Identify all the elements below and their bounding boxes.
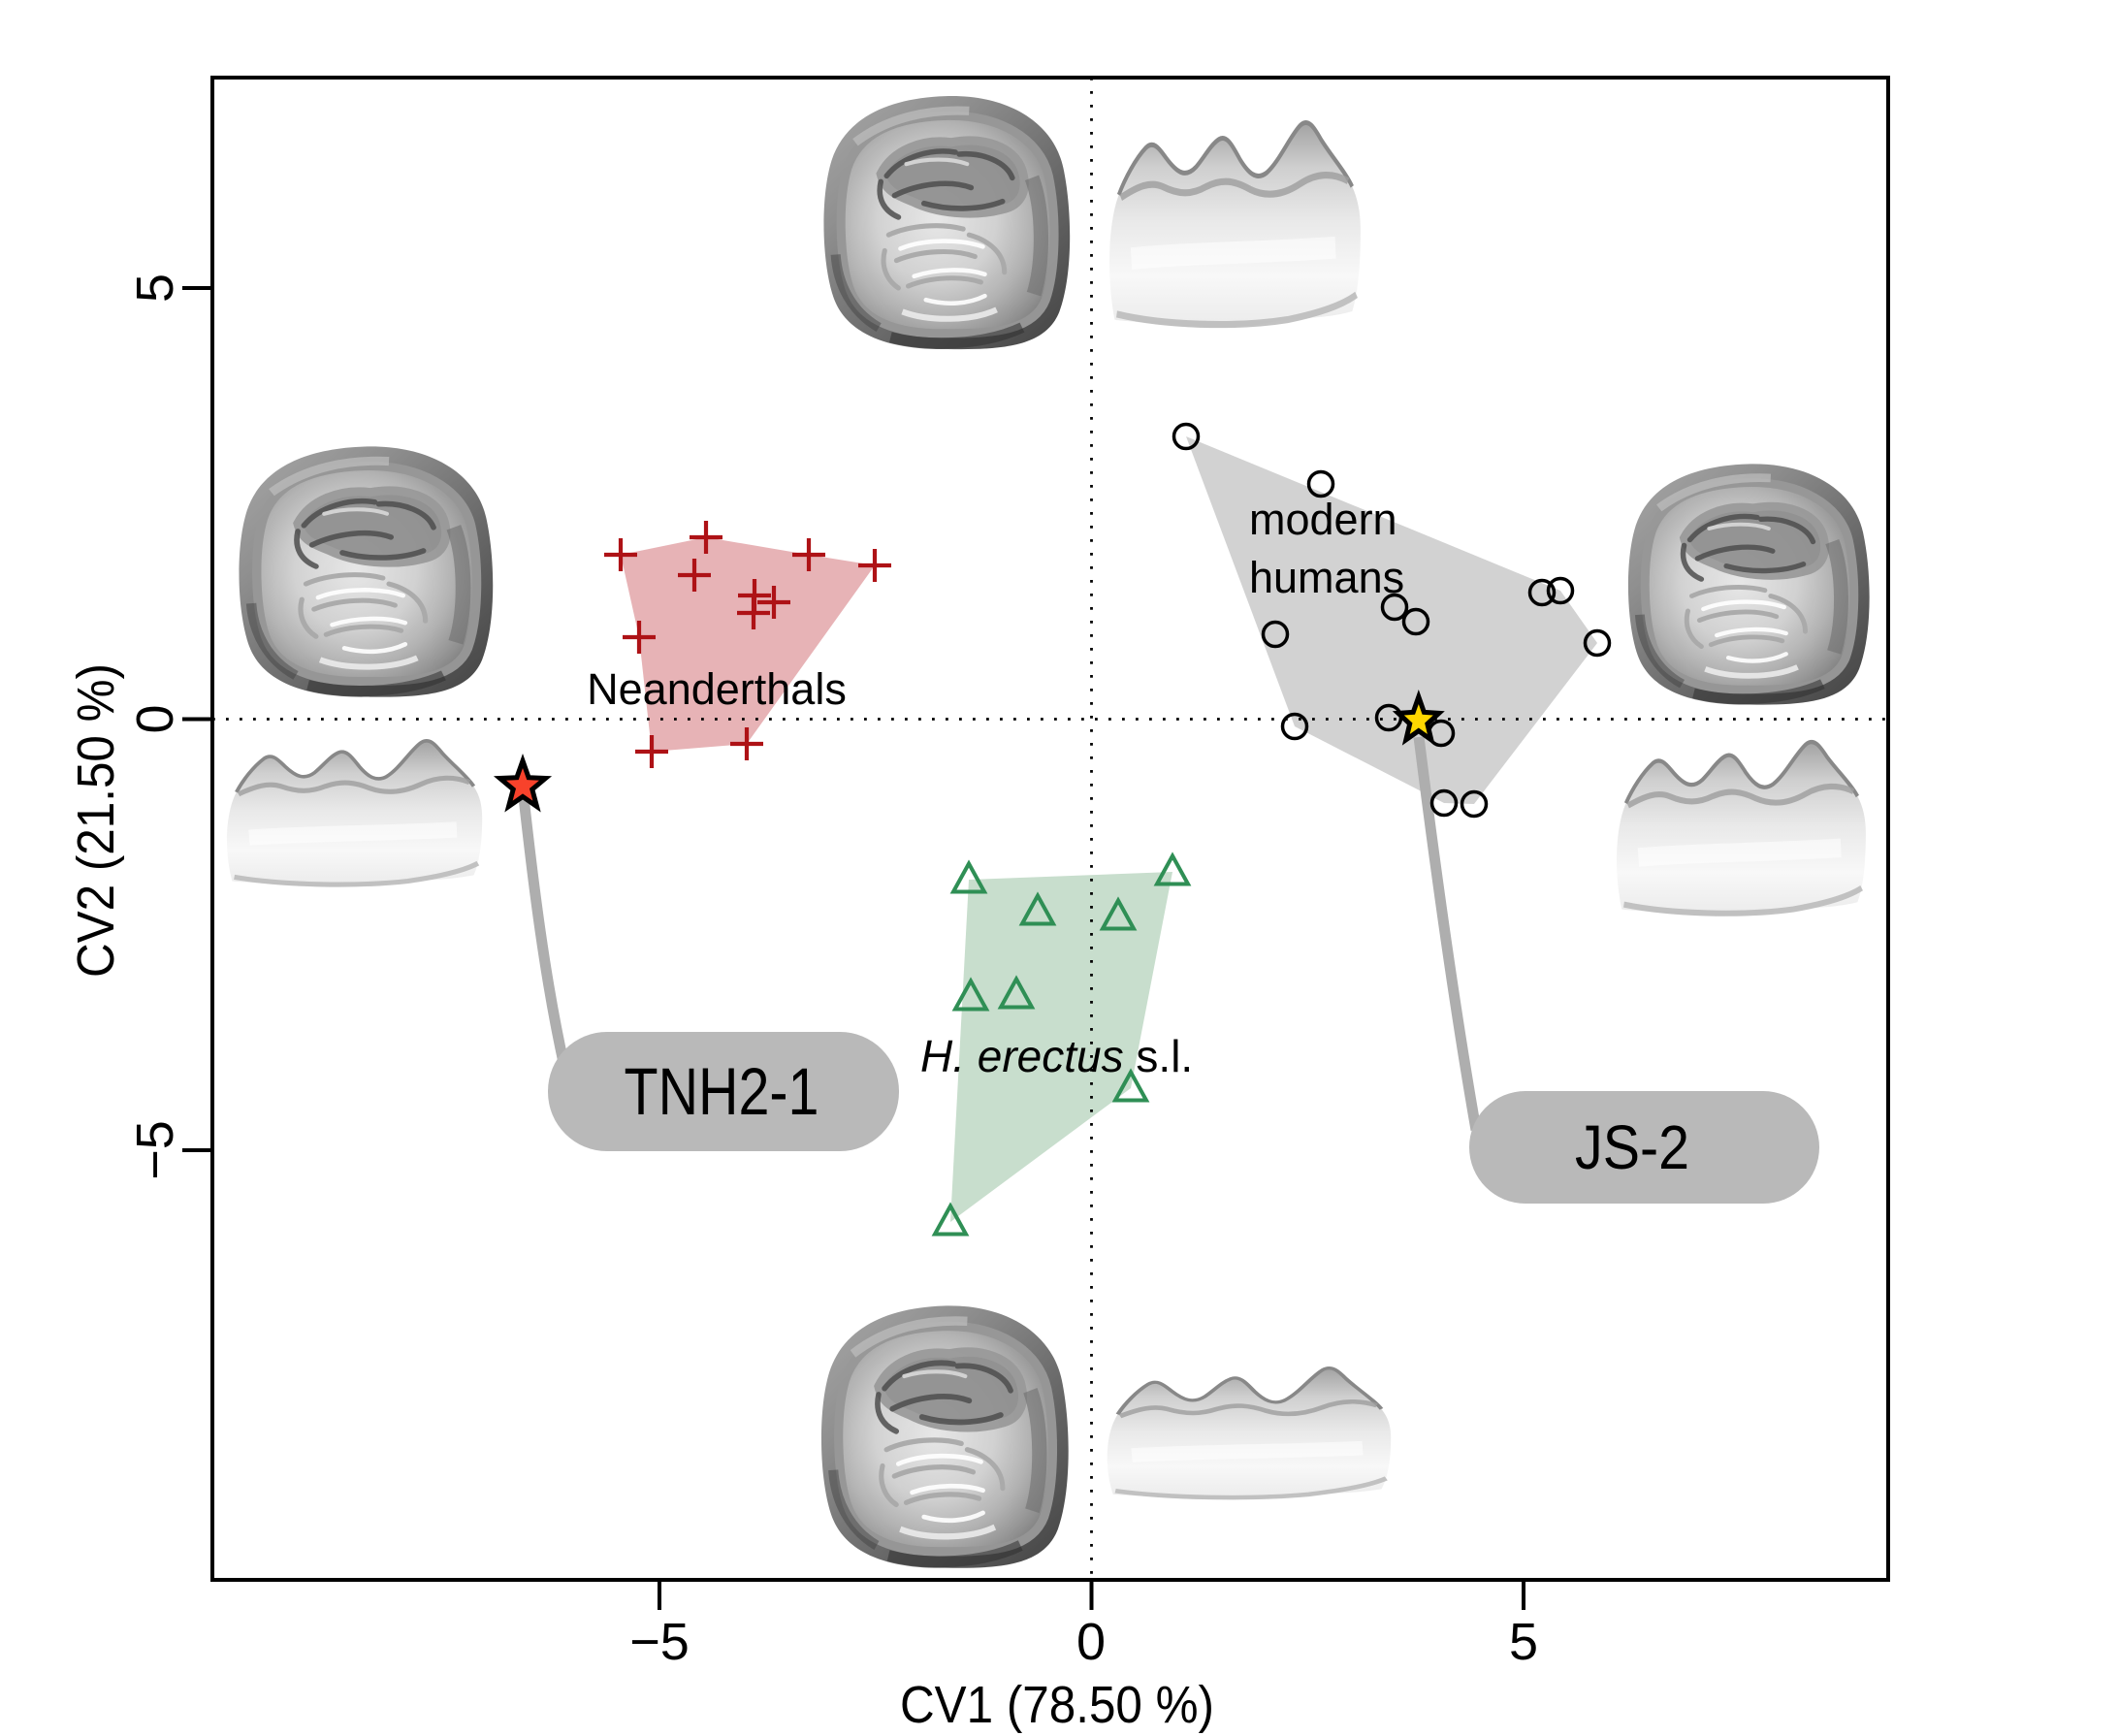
svg-text:CV2 (21.50 %): CV2 (21.50 %) xyxy=(67,663,125,978)
svg-text:−5: −5 xyxy=(629,1613,690,1671)
svg-text:5: 5 xyxy=(1509,1613,1538,1671)
svg-text:modern: modern xyxy=(1249,495,1397,544)
svg-text:humans: humans xyxy=(1249,553,1404,602)
svg-text:Neanderthals: Neanderthals xyxy=(587,664,847,714)
svg-text:H. erectus s.l.: H. erectus s.l. xyxy=(920,1031,1193,1081)
svg-text:CV1 (78.50 %): CV1 (78.50 %) xyxy=(900,1676,1214,1734)
svg-text:5: 5 xyxy=(126,273,184,303)
svg-text:−5: −5 xyxy=(126,1120,184,1180)
svg-text:0: 0 xyxy=(1076,1613,1106,1671)
svg-text:0: 0 xyxy=(126,704,184,733)
svg-text:TNH2-1: TNH2-1 xyxy=(625,1054,819,1129)
svg-text:JS-2: JS-2 xyxy=(1575,1112,1689,1182)
